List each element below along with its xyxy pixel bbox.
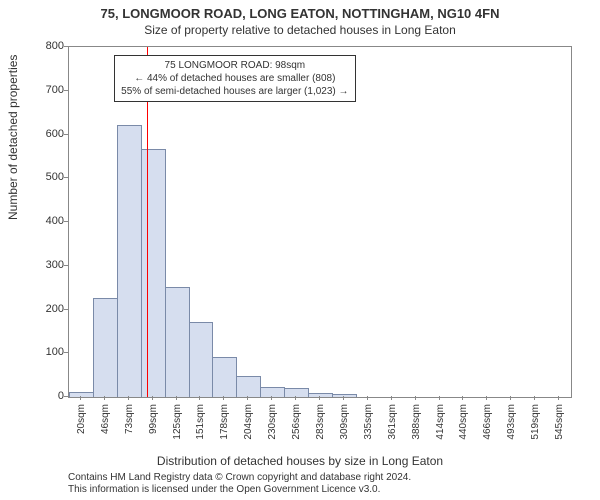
- x-tick-label: 414sqm: [435, 404, 446, 444]
- y-tick-label: 0: [34, 390, 64, 402]
- x-tick-label: 178sqm: [219, 404, 230, 444]
- histogram-bar: [308, 393, 333, 398]
- y-tick-mark: [64, 265, 68, 266]
- x-tick-mark: [295, 396, 296, 400]
- x-tick-label: 283sqm: [315, 404, 326, 444]
- y-tick-label: 400: [34, 215, 64, 227]
- x-tick-label: 309sqm: [339, 404, 350, 444]
- x-tick-mark: [439, 396, 440, 400]
- chart-title-sub: Size of property relative to detached ho…: [0, 21, 600, 37]
- x-tick-label: 256sqm: [291, 404, 302, 444]
- annotation-line: 55% of semi-detached houses are larger (…: [121, 85, 348, 98]
- footnote: Contains HM Land Registry data © Crown c…: [0, 472, 600, 496]
- x-tick-mark: [415, 396, 416, 400]
- plot-area: 75 LONGMOOR ROAD: 98sqm← 44% of detached…: [68, 46, 572, 398]
- y-tick-mark: [64, 309, 68, 310]
- histogram-bar: [212, 357, 237, 397]
- y-axis-label: Number of detached properties: [6, 55, 20, 220]
- x-tick-mark: [486, 396, 487, 400]
- x-tick-mark: [271, 396, 272, 400]
- x-tick-label: 361sqm: [387, 404, 398, 444]
- x-tick-mark: [80, 396, 81, 400]
- x-tick-mark: [462, 396, 463, 400]
- x-tick-mark: [558, 396, 559, 400]
- y-tick-mark: [64, 134, 68, 135]
- annotation-line: 75 LONGMOOR ROAD: 98sqm: [121, 59, 348, 72]
- y-tick-mark: [64, 396, 68, 397]
- histogram-bar: [93, 298, 118, 397]
- x-tick-label: 46sqm: [100, 404, 111, 444]
- x-tick-label: 73sqm: [124, 404, 135, 444]
- x-tick-label: 519sqm: [530, 404, 541, 444]
- x-tick-mark: [223, 396, 224, 400]
- y-tick-label: 100: [34, 346, 64, 358]
- histogram-bar: [236, 376, 261, 397]
- x-tick-mark: [128, 396, 129, 400]
- x-tick-label: 466sqm: [482, 404, 493, 444]
- footnote-line-1: Contains HM Land Registry data © Crown c…: [68, 472, 600, 484]
- y-tick-label: 200: [34, 303, 64, 315]
- annotation-box: 75 LONGMOOR ROAD: 98sqm← 44% of detached…: [114, 55, 355, 102]
- histogram-bar: [165, 287, 190, 397]
- x-tick-mark: [510, 396, 511, 400]
- x-tick-mark: [319, 396, 320, 400]
- x-tick-label: 204sqm: [243, 404, 254, 444]
- x-tick-mark: [199, 396, 200, 400]
- x-tick-mark: [104, 396, 105, 400]
- histogram-bar: [141, 149, 166, 397]
- x-tick-label: 230sqm: [267, 404, 278, 444]
- histogram-bar: [117, 125, 142, 397]
- x-tick-mark: [391, 396, 392, 400]
- histogram-bar: [260, 387, 285, 397]
- x-tick-label: 125sqm: [172, 404, 183, 444]
- x-tick-mark: [367, 396, 368, 400]
- y-tick-mark: [64, 177, 68, 178]
- histogram-bar: [332, 394, 357, 397]
- x-axis-label: Distribution of detached houses by size …: [0, 454, 600, 468]
- y-tick-mark: [64, 352, 68, 353]
- x-tick-mark: [343, 396, 344, 400]
- histogram-bar: [69, 392, 94, 397]
- y-tick-label: 700: [34, 84, 64, 96]
- y-tick-mark: [64, 46, 68, 47]
- chart-container: 75, LONGMOOR ROAD, LONG EATON, NOTTINGHA…: [0, 0, 600, 500]
- x-tick-mark: [534, 396, 535, 400]
- y-tick-label: 500: [34, 171, 64, 183]
- annotation-line: ← 44% of detached houses are smaller (80…: [121, 72, 348, 85]
- histogram-bar: [284, 388, 309, 397]
- x-tick-label: 493sqm: [506, 404, 517, 444]
- y-tick-label: 300: [34, 259, 64, 271]
- x-tick-label: 20sqm: [76, 404, 87, 444]
- x-tick-label: 545sqm: [554, 404, 565, 444]
- x-tick-label: 151sqm: [195, 404, 206, 444]
- x-tick-label: 388sqm: [411, 404, 422, 444]
- x-tick-mark: [152, 396, 153, 400]
- histogram-bar: [189, 322, 214, 397]
- x-tick-mark: [247, 396, 248, 400]
- x-tick-label: 440sqm: [458, 404, 469, 444]
- y-tick-label: 600: [34, 128, 64, 140]
- chart-title-main: 75, LONGMOOR ROAD, LONG EATON, NOTTINGHA…: [0, 0, 600, 21]
- y-tick-mark: [64, 221, 68, 222]
- x-tick-label: 99sqm: [148, 404, 159, 444]
- y-tick-label: 800: [34, 40, 64, 52]
- x-tick-mark: [176, 396, 177, 400]
- footnote-line-2: This information is licensed under the O…: [68, 484, 600, 496]
- y-tick-mark: [64, 90, 68, 91]
- x-tick-label: 335sqm: [363, 404, 374, 444]
